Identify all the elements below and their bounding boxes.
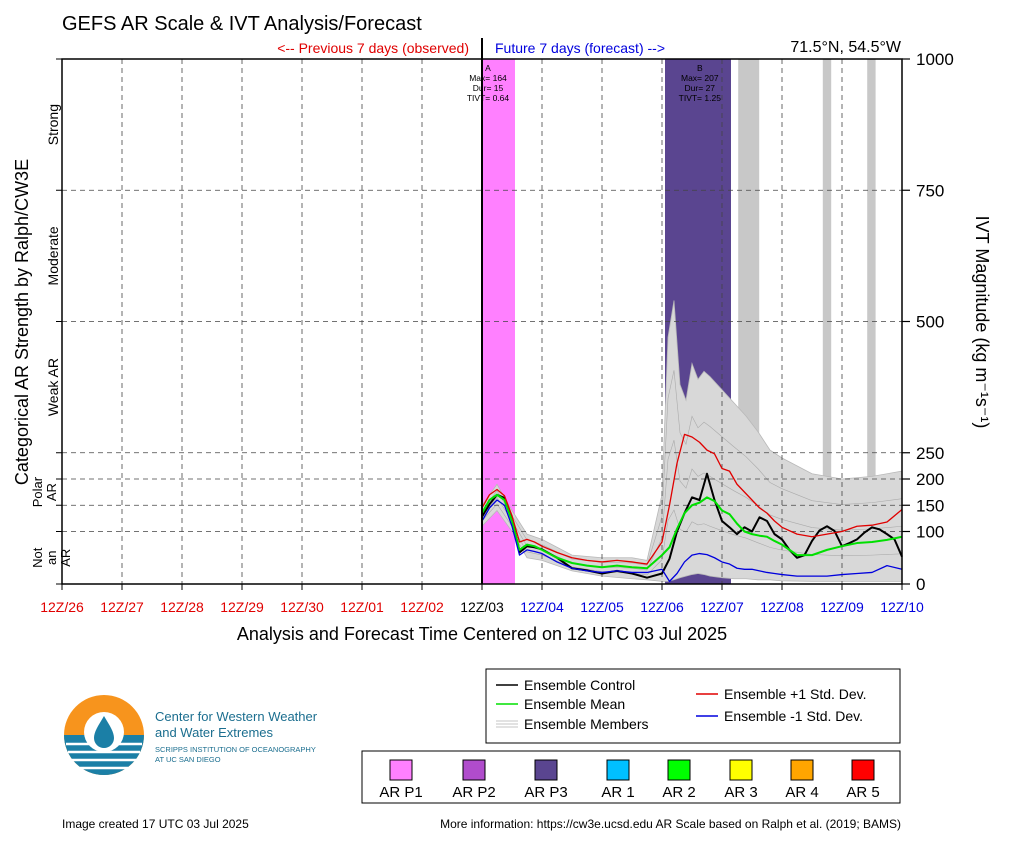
location-label: 71.5°N, 54.5°W xyxy=(790,39,902,56)
scale-label-2: AR P2 xyxy=(452,784,495,801)
probability-bar-2 xyxy=(822,59,832,527)
scale-swatch-3 xyxy=(534,759,558,781)
scale-swatch-1 xyxy=(389,759,413,781)
logo-line-1: Center for Western Weather xyxy=(155,709,318,724)
scale-label-6: AR 3 xyxy=(724,784,757,801)
x-tick-label: 12Z/30 xyxy=(280,599,324,615)
legend-label-4: Ensemble +1 Std. Dev. xyxy=(724,686,867,702)
category-label-5: an xyxy=(44,551,59,565)
category-label-1: Strong xyxy=(45,104,61,145)
x-tick-label: 12Z/27 xyxy=(100,599,144,615)
line-legend: Ensemble Control Ensemble Mean Ensemble Me… xyxy=(485,668,901,744)
scale-swatch-7 xyxy=(790,759,814,781)
x-tick-label: 12Z/28 xyxy=(160,599,204,615)
y-tick-label: 100 xyxy=(916,523,944,542)
logo-line-2: and Water Extremes xyxy=(155,725,274,740)
x-tick-label: 12Z/05 xyxy=(580,599,624,615)
category-label-2: Moderate xyxy=(45,226,61,285)
scale-label-8: AR 5 xyxy=(846,784,879,801)
y-tick-label: 150 xyxy=(916,496,944,515)
ensemble-member-line-2 xyxy=(481,440,903,571)
y-right-title: IVT Magnitude (kg m⁻¹s⁻¹) xyxy=(972,216,992,429)
x-tick-label: 12Z/01 xyxy=(340,599,384,615)
footer-more-info: More information: https://cw3e.ucsd.edu … xyxy=(440,817,901,831)
scale-label-3: AR P3 xyxy=(524,784,567,801)
probability-bars xyxy=(738,59,876,527)
category-label-5: Not xyxy=(30,547,45,568)
y-axis-ticks: 0 100 150 200 250 500 750 1000 xyxy=(56,50,954,594)
x-tick-label: 12Z/06 xyxy=(640,599,684,615)
category-label-4: AR xyxy=(44,483,59,501)
scale-label-7: AR 4 xyxy=(785,784,818,801)
y-tick-label: 750 xyxy=(916,181,944,200)
x-tick-label: 12Z/04 xyxy=(520,599,564,615)
scale-label-4: AR 1 xyxy=(601,784,634,801)
scale-label-5: AR 2 xyxy=(662,784,695,801)
event-annotation-B-line-2: Max= 207 xyxy=(681,73,719,83)
legend-label-5: Ensemble -1 Std. Dev. xyxy=(724,708,863,724)
category-label-4: Polar xyxy=(30,476,45,507)
x-tick-label: 12Z/03 xyxy=(460,599,504,615)
x-tick-label: 12Z/07 xyxy=(700,599,744,615)
scale-swatch-5 xyxy=(667,759,691,781)
event-annotation-A-line-1: A xyxy=(485,63,491,73)
logo-line-3: SCRIPPS INSTITUTION OF OCEANOGRAPHY xyxy=(155,745,316,754)
cw3e-logo: Center for Western Weather and Water Ext… xyxy=(64,695,318,775)
scale-swatch-8 xyxy=(851,759,875,781)
logo-line-4: AT UC SAN DIEGO xyxy=(155,755,221,764)
x-axis-title: Analysis and Forecast Time Centered on 1… xyxy=(237,624,727,644)
event-annotation-B-line-1: B xyxy=(697,63,703,73)
event-annotation-B-line-3: Dur= 27 xyxy=(685,83,716,93)
y-tick-label: 500 xyxy=(916,313,944,332)
legend-label-1: Ensemble Control xyxy=(524,677,635,693)
scale-label-1: AR P1 xyxy=(379,784,422,801)
logo-drop-icon xyxy=(94,716,114,748)
x-tick-label: 12Z/29 xyxy=(220,599,264,615)
y-tick-label: 250 xyxy=(916,444,944,463)
ar-scale-legend: AR P1 AR P2 AR P3 AR 1 AR 2 AR 3 AR 4 AR 5 xyxy=(361,750,901,804)
x-tick-label: 12Z/10 xyxy=(880,599,924,615)
event-annotation-A-line-4: TIVT= 0.64 xyxy=(467,93,510,103)
category-label-5: AR xyxy=(58,549,73,567)
ensemble-member-line-1 xyxy=(481,503,903,576)
probability-bar-3 xyxy=(867,59,876,498)
x-axis-ticks: 12Z/26 12Z/27 12Z/28 12Z/29 12Z/30 12Z/01 12Z/… xyxy=(40,584,924,615)
series-ensemble-1-std-dev- xyxy=(481,433,903,565)
chart-title: GEFS AR Scale & IVT Analysis/Forecast xyxy=(62,13,422,35)
event-annotation-A-line-2: Max= 164 xyxy=(469,73,507,83)
scale-swatch-6 xyxy=(729,759,753,781)
probability-bar-1 xyxy=(738,59,760,495)
event-annotation-B-line-4: TIVT= 1.25 xyxy=(679,93,722,103)
series-ensemble-1-std-dev- xyxy=(481,499,903,583)
legend-label-2: Ensemble Mean xyxy=(524,696,625,712)
future-label: Future 7 days (forecast) --> xyxy=(495,40,665,56)
series-ensemble-mean xyxy=(481,493,903,570)
y-tick-label: 200 xyxy=(916,470,944,489)
y-tick-label: 1000 xyxy=(916,50,954,69)
y-left-title: Categorical AR Strength by Ralph/CW3E xyxy=(12,159,32,485)
legend-label-3: Ensemble Members xyxy=(524,716,649,732)
footer-created: Image created 17 UTC 03 Jul 2025 xyxy=(62,817,249,831)
y-tick-label: 0 xyxy=(916,575,925,594)
x-tick-label: 12Z/09 xyxy=(820,599,864,615)
series-lines xyxy=(481,433,903,583)
x-tick-label: 12Z/26 xyxy=(40,599,84,615)
grid-lines xyxy=(62,59,902,584)
scale-swatch-4 xyxy=(606,759,630,781)
event-annotation-A-line-3: Dur= 15 xyxy=(473,83,504,93)
line-legend-box xyxy=(485,668,901,744)
previous-label: <-- Previous 7 days (observed) xyxy=(277,40,469,56)
scale-swatch-2 xyxy=(462,759,486,781)
x-tick-label: 12Z/08 xyxy=(760,599,804,615)
x-tick-label: 12Z/02 xyxy=(400,599,444,615)
category-label-3: Weak AR xyxy=(45,358,61,416)
